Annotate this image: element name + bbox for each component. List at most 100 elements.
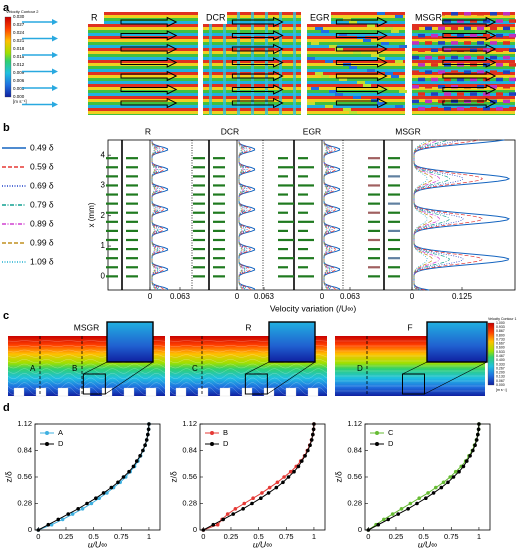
contour-line bbox=[7, 373, 166, 379]
zoom-connector bbox=[424, 361, 488, 395]
surface-arrow bbox=[442, 70, 497, 82]
zoom-connector bbox=[245, 361, 270, 375]
contour-block bbox=[418, 92, 425, 96]
contour-block bbox=[444, 33, 451, 38]
contour-block bbox=[451, 26, 458, 31]
data-point bbox=[131, 464, 136, 469]
contour-blob bbox=[339, 78, 347, 81]
contour-block bbox=[477, 85, 484, 89]
contour-blob bbox=[343, 108, 351, 111]
contour-stripe bbox=[307, 60, 405, 63]
contour-stripe bbox=[88, 30, 198, 33]
contour-block bbox=[425, 41, 432, 45]
contour-block bbox=[464, 26, 471, 31]
roughness-element bbox=[123, 387, 135, 397]
contour-line bbox=[169, 382, 328, 390]
surface-arrow bbox=[231, 30, 284, 41]
contour-stripe bbox=[412, 39, 515, 42]
contour-stripe bbox=[88, 21, 198, 24]
contour-stripe bbox=[88, 78, 198, 81]
contour-block bbox=[451, 12, 458, 16]
data-point bbox=[311, 427, 316, 432]
group-title: R bbox=[145, 126, 151, 136]
surface-arrow bbox=[335, 97, 388, 109]
contour-stripe bbox=[307, 15, 405, 18]
contour-block bbox=[496, 48, 503, 52]
contour-blob bbox=[377, 57, 385, 60]
colorbar-tick: 0.018 bbox=[13, 46, 25, 51]
contour-block bbox=[477, 55, 484, 60]
surface-arrow bbox=[335, 30, 388, 41]
contour-block bbox=[412, 85, 419, 89]
inset bbox=[268, 321, 316, 363]
contour-blob bbox=[377, 102, 385, 105]
contour-block bbox=[490, 26, 497, 31]
data-point bbox=[451, 475, 456, 479]
zoom-connector bbox=[267, 361, 316, 395]
x-tick-label: 0.25 bbox=[224, 532, 239, 541]
x-tick-label: 0 bbox=[148, 292, 153, 301]
contour-stripe bbox=[88, 42, 198, 45]
contour-block bbox=[457, 92, 464, 96]
colorbar-tick: 0.933 bbox=[496, 325, 505, 329]
y-tick-label: 0 bbox=[193, 525, 197, 534]
legend-marker bbox=[375, 431, 379, 435]
contour-block bbox=[425, 70, 432, 74]
contour-stripe bbox=[412, 60, 515, 63]
colorbar-tick: 0.067 bbox=[496, 379, 505, 383]
contour-block bbox=[490, 55, 497, 60]
y-tick-label: 1 bbox=[101, 241, 106, 250]
legend-label: B bbox=[223, 428, 228, 437]
panel-label: a bbox=[3, 2, 10, 14]
data-point bbox=[36, 528, 41, 532]
data-point bbox=[94, 496, 98, 501]
contour-block bbox=[509, 48, 516, 52]
data-point bbox=[116, 480, 120, 485]
colorbar-tick: 0.000 bbox=[13, 94, 25, 99]
data-point bbox=[267, 485, 272, 490]
contour-blob bbox=[315, 27, 323, 30]
contour-stripe bbox=[307, 102, 405, 105]
surface-label-bg bbox=[88, 12, 104, 24]
data-point bbox=[396, 512, 400, 516]
x-axis-label: u/U∞ bbox=[418, 539, 437, 549]
contour-stripe bbox=[412, 84, 515, 87]
roughness-element bbox=[285, 387, 297, 397]
data-point bbox=[417, 496, 422, 501]
data-point bbox=[292, 469, 296, 474]
data-point bbox=[66, 512, 70, 516]
contour-blob bbox=[339, 33, 347, 36]
colorbar-tick: 0.333 bbox=[496, 362, 505, 366]
contour-blob bbox=[353, 51, 361, 54]
contour-block bbox=[490, 41, 497, 45]
y-tick-label: 0.28 bbox=[17, 498, 32, 507]
surface-label: DCR bbox=[206, 12, 226, 22]
contour-blob bbox=[399, 90, 407, 93]
colorbar-tick: 0.006 bbox=[13, 78, 25, 83]
panel-label: d bbox=[3, 402, 10, 414]
surface-arrow bbox=[442, 84, 497, 95]
data-point bbox=[76, 507, 80, 511]
contour-line bbox=[169, 377, 328, 385]
contour-stripe bbox=[412, 81, 515, 84]
surface-label: R bbox=[91, 12, 98, 22]
colorbar-tick: 0.533 bbox=[496, 350, 505, 354]
colorbar-title: Velocity Contour 1 bbox=[488, 317, 516, 321]
surface-arrow bbox=[442, 57, 497, 68]
colorbar-tick: 0.467 bbox=[496, 354, 505, 358]
contour-block bbox=[483, 33, 490, 38]
contour-block bbox=[509, 77, 516, 82]
probe-label: D bbox=[357, 364, 363, 373]
roughness-element bbox=[219, 387, 231, 397]
data-point bbox=[390, 512, 395, 516]
data-point bbox=[146, 432, 150, 437]
contour-line bbox=[7, 363, 166, 369]
data-point bbox=[431, 491, 436, 495]
colorbar-unit: [m s⁻¹] bbox=[496, 388, 507, 392]
legend-marker bbox=[45, 442, 49, 446]
flow-arrow-head bbox=[52, 52, 58, 58]
contour-block bbox=[444, 77, 451, 82]
data-point bbox=[299, 459, 304, 463]
data-point bbox=[85, 501, 89, 506]
y-tick-label: 2 bbox=[101, 211, 106, 220]
